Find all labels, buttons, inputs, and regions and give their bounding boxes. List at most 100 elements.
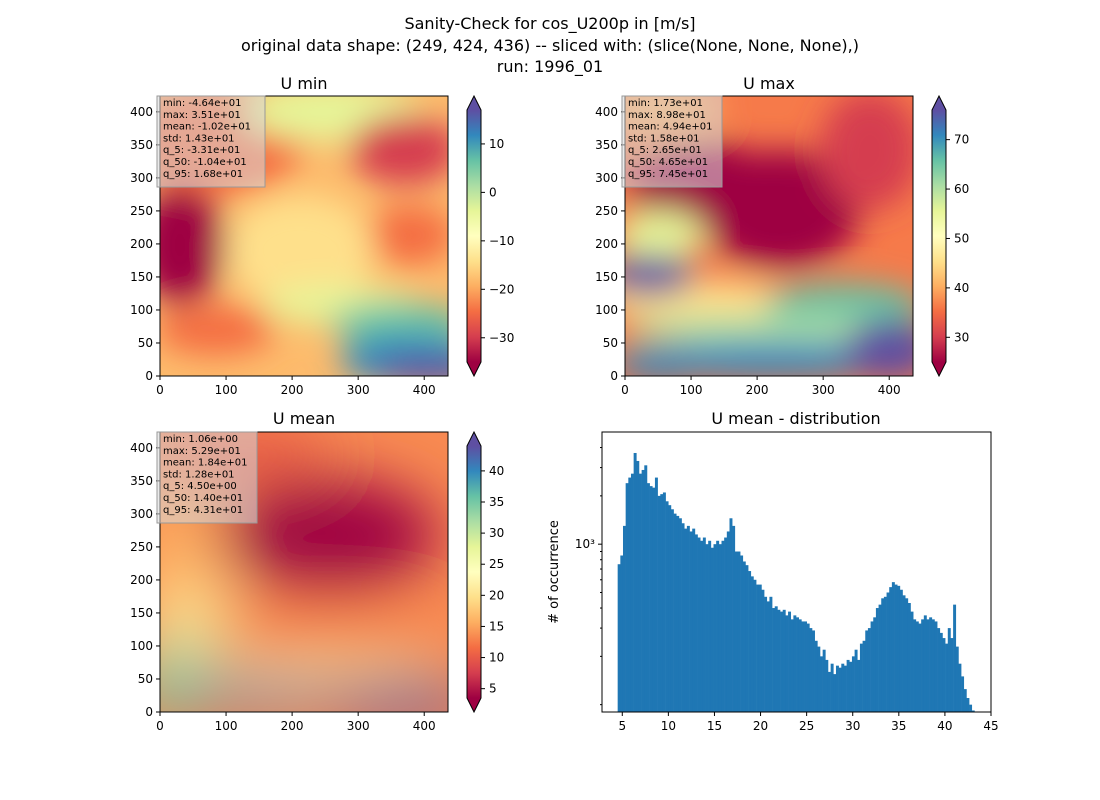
hist-bar xyxy=(769,596,773,712)
umax-colorbar-tick-label: 60 xyxy=(954,182,969,196)
umin-y-tick-label: 350 xyxy=(130,138,153,152)
hist-bar xyxy=(761,589,765,712)
hist-bar xyxy=(971,710,975,712)
hist-bar xyxy=(830,663,834,712)
hist-x-tick-label: 10 xyxy=(661,719,676,733)
panel-u-mean: U mean 0 100 200 300 400 0 50 100 150 200 250 300 3… xyxy=(130,409,504,733)
u-mean-title: U mean xyxy=(273,409,335,428)
hist-bar xyxy=(740,555,744,712)
hist-bar xyxy=(913,619,917,712)
hist-bar xyxy=(963,689,967,712)
umean-x-tick-label: 100 xyxy=(215,719,238,733)
umean-x-tick-label: 400 xyxy=(413,719,436,733)
u-min-colorbar: −30 −20 −10 0 10 xyxy=(466,94,514,378)
umin-stat-line: q_5: -3.31e+01 xyxy=(163,145,240,156)
hist-bar xyxy=(646,483,650,712)
umean-stat-line: q_50: 1.40e+01 xyxy=(163,493,243,504)
hist-bar xyxy=(841,663,845,712)
umin-x-tick-label: 100 xyxy=(215,383,238,397)
umin-colorbar-tick-label: −30 xyxy=(489,331,514,345)
umax-y-tick-label: 50 xyxy=(603,336,618,350)
hist-bar xyxy=(782,609,786,712)
hist-bar xyxy=(902,595,906,712)
hist-bar xyxy=(713,544,717,712)
hist-bar xyxy=(692,528,696,712)
umean-y-tick-label: 0 xyxy=(145,705,153,719)
umean-stat-line: max: 5.29e+01 xyxy=(163,446,241,457)
panel-u-mean-distribution: U mean - distribution 5 10 15 20 25 30 35 40 45 … xyxy=(547,409,999,733)
umean-stat-line: q_5: 4.50e+00 xyxy=(163,481,237,492)
hist-bar xyxy=(670,509,674,712)
umax-y-tick-label: 250 xyxy=(595,204,618,218)
hist-bar xyxy=(718,544,722,712)
umean-x-tick-label: 300 xyxy=(347,719,370,733)
hist-x-tick-label: 5 xyxy=(618,719,626,733)
hist-bar xyxy=(708,540,712,712)
figure-title-line-3: run: 1996_01 xyxy=(497,57,603,77)
hist-x-tick-label: 15 xyxy=(707,719,722,733)
hist-bar xyxy=(737,551,741,712)
umin-colorbar-tick-label: −10 xyxy=(489,234,514,248)
hist-bar xyxy=(851,656,855,712)
hist-y-ticks: 10³ xyxy=(575,447,602,706)
umean-y-tick-label: 300 xyxy=(130,507,153,521)
hist-bar xyxy=(937,628,941,712)
hist-bar xyxy=(764,596,768,712)
umean-stat-line: std: 1.28e+01 xyxy=(163,469,235,480)
hist-x-ticks: 5 10 15 20 25 30 35 40 45 xyxy=(618,712,999,733)
hist-bar xyxy=(750,576,754,712)
hist-bar xyxy=(790,619,794,712)
hist-bar xyxy=(654,477,658,712)
figure-title-line-1: Sanity-Check for cos_U200p in [m/s] xyxy=(404,14,695,34)
hist-bar xyxy=(777,609,781,712)
umax-stat-line: max: 8.98e+01 xyxy=(628,110,706,121)
umin-stat-line: min: -4.64e+01 xyxy=(163,98,242,109)
u-min-heatmap xyxy=(160,96,448,376)
umin-y-tick-label: 50 xyxy=(138,336,153,350)
umin-stat-line: mean: -1.02e+01 xyxy=(163,122,251,133)
hist-bar xyxy=(686,525,690,712)
u-max-y-ticks: 0 50 100 150 200 250 300 350 400 xyxy=(595,105,625,383)
hist-bar xyxy=(756,584,760,712)
hist-bar xyxy=(700,540,704,712)
hist-x-tick-label: 45 xyxy=(983,719,998,733)
hist-bar xyxy=(806,623,810,712)
umin-stat-line: max: 3.51e+01 xyxy=(163,110,241,121)
hist-bar xyxy=(676,515,680,712)
hist-x-tick-label: 35 xyxy=(891,719,906,733)
hist-bar xyxy=(809,628,813,712)
umin-colorbar-tick-label: 0 xyxy=(489,185,497,199)
hist-bar xyxy=(681,523,685,712)
hist-bar xyxy=(644,465,648,712)
umax-colorbar-tick-label: 50 xyxy=(954,231,969,245)
umean-y-tick-label: 350 xyxy=(130,474,153,488)
hist-bar xyxy=(865,630,869,712)
hist-bar xyxy=(883,596,887,712)
umax-x-tick-label: 200 xyxy=(746,383,769,397)
hist-bar xyxy=(748,571,752,712)
hist-bar xyxy=(854,649,858,712)
hist-bar xyxy=(625,483,629,712)
hist-bar xyxy=(766,601,770,712)
hist-y-tick-label: 10³ xyxy=(575,537,595,551)
umean-x-tick-label: 200 xyxy=(281,719,304,733)
hist-bar xyxy=(915,621,919,712)
hist-bar xyxy=(630,473,634,712)
umean-y-tick-label: 100 xyxy=(130,639,153,653)
hist-bar xyxy=(870,621,874,712)
hist-bar xyxy=(716,540,720,712)
umean-y-tick-label: 50 xyxy=(138,672,153,686)
umax-stat-line: q_5: 2.65e+01 xyxy=(628,145,702,156)
hist-bar xyxy=(772,608,776,712)
umin-y-tick-label: 100 xyxy=(130,303,153,317)
umin-x-tick-label: 200 xyxy=(281,383,304,397)
umean-y-tick-label: 250 xyxy=(130,540,153,554)
hist-bar xyxy=(846,659,850,712)
hist-bar xyxy=(662,492,666,712)
hist-bar xyxy=(705,544,709,712)
hist-bar xyxy=(710,547,714,712)
hist-bar xyxy=(726,531,730,712)
hist-bar xyxy=(804,621,807,712)
